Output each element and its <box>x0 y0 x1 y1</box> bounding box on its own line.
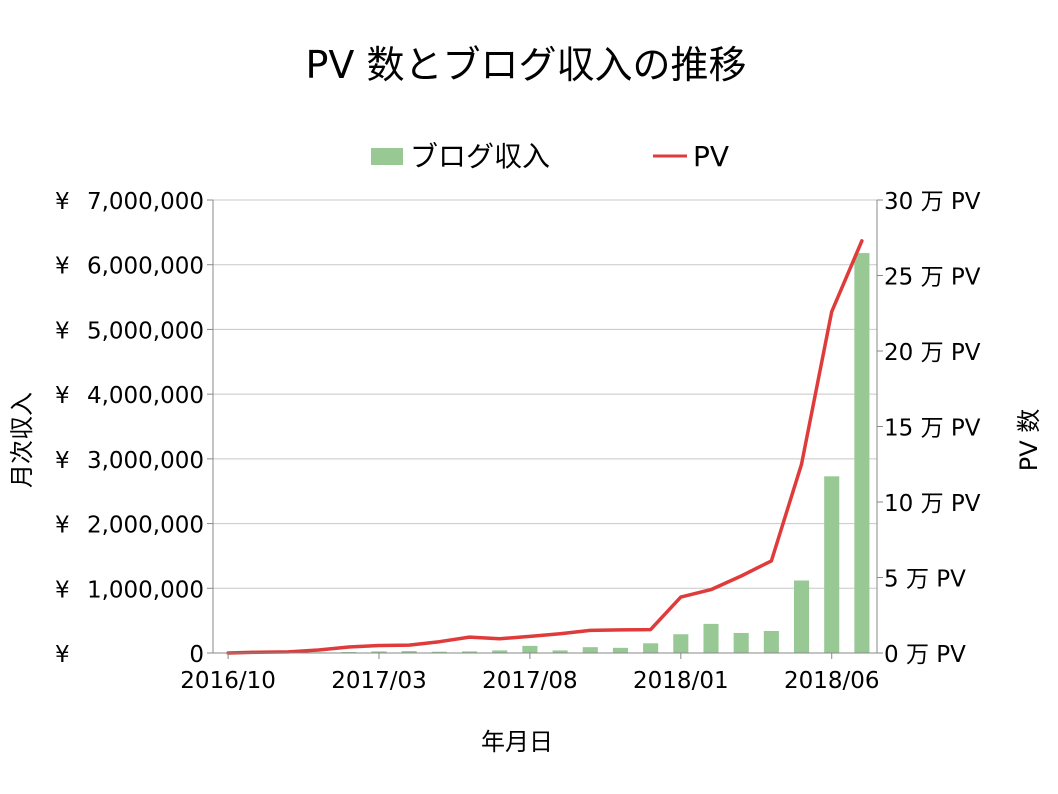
y-tick-label: 4,000,000 <box>87 383 204 409</box>
axes <box>212 200 878 654</box>
pv-series-line <box>226 239 864 655</box>
income-bar <box>733 632 749 653</box>
income-bar <box>763 630 779 653</box>
right-axis-ticks: 0 万 PV 5 万 PV 10 万 PV 15 万 PV 20 万 PV 25 万 PV… <box>877 189 981 668</box>
pv-line <box>226 239 864 655</box>
y2-tick-label: 15 万 PV <box>884 416 981 442</box>
legend: ブログ収入 PV <box>371 140 729 173</box>
y-tick-label: 5,000,000 <box>87 318 204 344</box>
income-bar <box>643 643 659 653</box>
income-bar <box>522 645 538 653</box>
y-axis-title: 月次収入 <box>8 392 36 488</box>
y-tick-label: 6,000,000 <box>87 254 204 280</box>
income-bar <box>401 651 417 653</box>
y-tick-label: 2,000,000 <box>87 513 204 539</box>
y-tick-label-symbol: ¥ <box>55 318 70 344</box>
legend-swatch-income <box>371 148 403 165</box>
income-bar <box>854 253 870 653</box>
income-bar <box>552 650 568 653</box>
income-bar <box>824 476 840 653</box>
y-tick-label-symbol: ¥ <box>55 513 70 539</box>
x-axis-ticks: 2016/10 2017/03 2017/08 2018/01 2018/06 <box>180 653 880 694</box>
y2-tick-label: 0 万 PV <box>884 642 966 668</box>
x-tick-label: 2016/10 <box>180 668 276 694</box>
y-tick-label-symbol: ¥ <box>55 254 70 280</box>
y2-tick-label: 25 万 PV <box>884 265 981 291</box>
income-bar <box>673 634 689 653</box>
y-tick-label: 7,000,000 <box>87 189 204 215</box>
y-tick-label-symbol: ¥ <box>55 577 70 603</box>
chart-title: PV 数とブログ収入の推移 <box>306 43 747 87</box>
y2-tick-label: 5 万 PV <box>884 567 966 593</box>
income-bar <box>431 651 447 653</box>
income-bar <box>371 651 387 653</box>
x-tick-label: 2017/08 <box>482 668 578 694</box>
y-tick-label: 3,000,000 <box>87 448 204 474</box>
income-bar <box>492 650 508 653</box>
income-bar <box>794 580 810 653</box>
y2-axis-title: PV 数 <box>1015 409 1043 472</box>
y-tick-label-symbol: ¥ <box>55 383 70 409</box>
income-bar <box>703 623 719 653</box>
x-axis-title: 年月日 <box>481 728 553 756</box>
y2-tick-label: 10 万 PV <box>884 491 981 517</box>
y-tick-label: 1,000,000 <box>87 577 204 603</box>
y2-tick-label: 30 万 PV <box>884 189 981 215</box>
x-tick-label: 2017/03 <box>331 668 427 694</box>
y-tick-label: 0 <box>189 642 204 668</box>
legend-label-income: ブログ収入 <box>410 140 550 173</box>
x-tick-label: 2018/01 <box>633 668 729 694</box>
y2-tick-label: 20 万 PV <box>884 340 981 366</box>
income-bars <box>250 253 870 653</box>
income-bar <box>462 651 478 653</box>
y-tick-label-symbol: ¥ <box>55 448 70 474</box>
left-axis-ticks: ¥0 ¥ 1,000,000 ¥ 2,000,000 ¥ 3,000,000 ¥ 4,000,0… <box>55 189 213 668</box>
legend-label-pv: PV <box>693 140 729 173</box>
y-tick-label-symbol: ¥ <box>55 642 70 668</box>
y-tick-label-symbol: ¥ <box>55 189 70 215</box>
income-bar <box>582 647 598 653</box>
gridlines <box>213 199 877 589</box>
income-bar <box>612 647 628 653</box>
x-tick-label: 2018/06 <box>784 668 880 694</box>
